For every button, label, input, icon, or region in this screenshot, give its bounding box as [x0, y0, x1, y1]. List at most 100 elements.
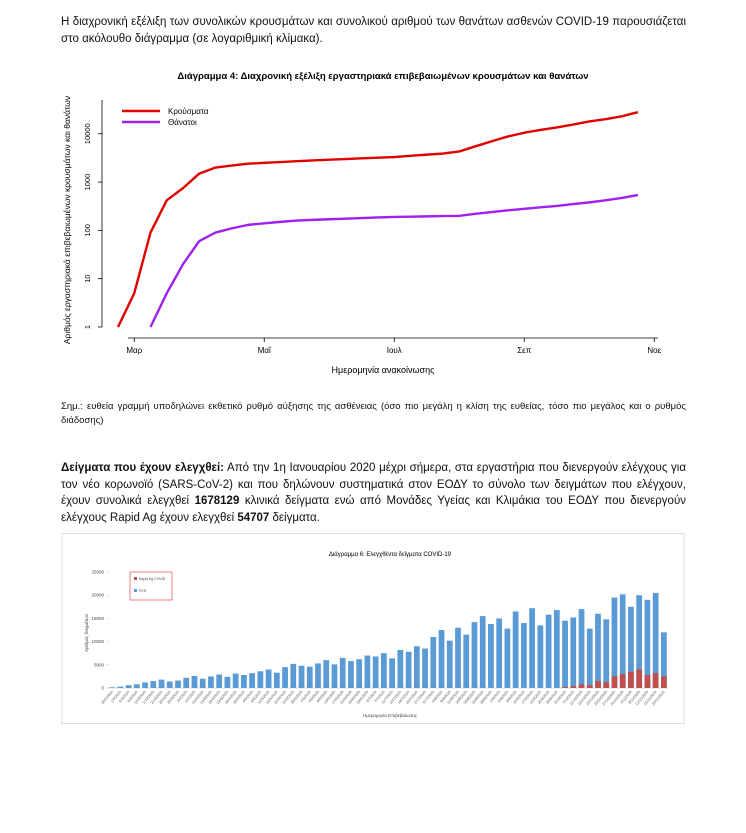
y-tick-label: 0	[101, 686, 104, 691]
note: Σημ.: ευθεία γραμμή υποδηλώνει εκθετικό …	[61, 401, 686, 426]
bar	[413, 646, 420, 688]
bar	[142, 682, 148, 688]
x-tick-label: Σεπ	[517, 346, 532, 355]
bar	[389, 658, 395, 688]
bar	[208, 676, 214, 688]
bar	[306, 666, 313, 688]
bar	[611, 597, 618, 688]
bar	[562, 620, 568, 688]
samples-number: 54707	[237, 511, 270, 524]
bar	[570, 617, 577, 688]
samples-paragraph: Δείγματα που έχουν ελεγχθεί: Από την 1η …	[61, 460, 686, 526]
bar	[282, 667, 288, 688]
samples-number: 1678129	[194, 495, 240, 507]
bar	[224, 676, 231, 688]
chart-cases-deaths: Διάγραμμα 4: Διαχρονική εξέλιξη εργαστηρ…	[62, 71, 662, 375]
bar	[183, 677, 190, 688]
bar	[562, 687, 568, 688]
bar	[636, 595, 643, 688]
bar	[628, 671, 634, 688]
x-tick-label: Μαρ	[126, 346, 142, 355]
bar	[290, 663, 297, 688]
legend-box	[129, 571, 173, 601]
chart-title: Διάγραμμα 6: Ελεγχθέντα δείγματα COVID-1…	[329, 551, 452, 558]
bar	[446, 640, 453, 688]
bar	[619, 594, 626, 688]
legend-label: Θάνατοι	[168, 118, 197, 127]
bar	[257, 671, 264, 688]
y-tick-label: 1	[83, 325, 92, 329]
legend-label: PCR	[139, 589, 147, 593]
chart-title: Διάγραμμα 4: Διαχρονική εξέλιξη εργαστηρ…	[177, 71, 588, 82]
y-axis-label: Αριθμός δειγμάτων	[83, 613, 89, 652]
y-tick-label: 20000	[91, 593, 104, 598]
legend-label: Κρούσματα	[168, 107, 209, 116]
bar	[422, 648, 428, 688]
bar	[372, 656, 379, 688]
bar	[430, 636, 437, 688]
bar	[537, 625, 544, 688]
bar	[166, 681, 173, 688]
bar	[595, 613, 601, 688]
y-tick-label: 1000	[83, 174, 92, 191]
bar	[578, 684, 585, 688]
bar	[356, 659, 363, 688]
bar	[381, 653, 387, 688]
bar	[125, 685, 132, 688]
bar	[463, 634, 470, 688]
bar	[570, 686, 577, 688]
legend-label: Rapid Ag COVID	[139, 577, 166, 581]
bar	[471, 622, 478, 688]
y-axis-label: Αριθμός εργαστηριακά επιβεβαιωμένων κρου…	[62, 96, 72, 344]
bar	[661, 676, 667, 688]
samples-text: Από την 1η Ιανουαρίου 2020 μέχρι σήμερα,…	[61, 462, 687, 507]
series-line	[116, 111, 639, 328]
bar	[315, 663, 321, 688]
bar	[364, 655, 371, 688]
bar	[133, 684, 140, 688]
bar	[298, 665, 305, 688]
samples-text: κλινικά δείγματα ενώ από Μονάδες Υγείας …	[61, 495, 686, 524]
bar	[619, 674, 626, 688]
chart-samples: Διάγραμμα 6: Ελεγχθέντα δείγματα COVID-1…	[61, 533, 685, 724]
bar	[595, 681, 601, 688]
samples-text: δείγματα.	[269, 511, 320, 524]
bar	[628, 606, 634, 688]
bar	[438, 630, 445, 688]
bar	[339, 657, 346, 688]
bar	[578, 609, 585, 688]
bar	[586, 685, 593, 688]
bar	[150, 681, 157, 688]
bar	[644, 599, 651, 688]
y-tick-label: 25000	[91, 570, 104, 575]
bar	[158, 679, 165, 688]
legend-swatch	[134, 577, 137, 580]
bar	[331, 664, 338, 688]
x-tick-label: Ιουλ	[387, 346, 402, 355]
bar	[652, 673, 659, 688]
bar	[611, 676, 618, 688]
bar	[529, 608, 535, 688]
bar	[109, 687, 115, 688]
bar	[117, 686, 124, 688]
x-axis-label: Ημερομηνία Επιβεβαίωσης	[363, 713, 418, 718]
bar	[273, 672, 280, 688]
y-tick-label: 5000	[94, 662, 105, 667]
bar	[586, 628, 593, 688]
bar	[265, 669, 272, 688]
y-tick-label: 100	[83, 224, 92, 237]
bar	[496, 618, 503, 688]
bar	[455, 627, 461, 688]
y-tick-label: 10000	[91, 639, 104, 644]
bar	[512, 611, 519, 688]
bar	[545, 614, 552, 688]
bar	[488, 623, 494, 688]
bar	[521, 623, 527, 688]
bar	[405, 651, 412, 688]
bar	[636, 669, 643, 688]
bar	[191, 675, 198, 688]
bar	[603, 619, 610, 688]
bar	[323, 660, 330, 688]
legend-swatch	[134, 589, 137, 592]
